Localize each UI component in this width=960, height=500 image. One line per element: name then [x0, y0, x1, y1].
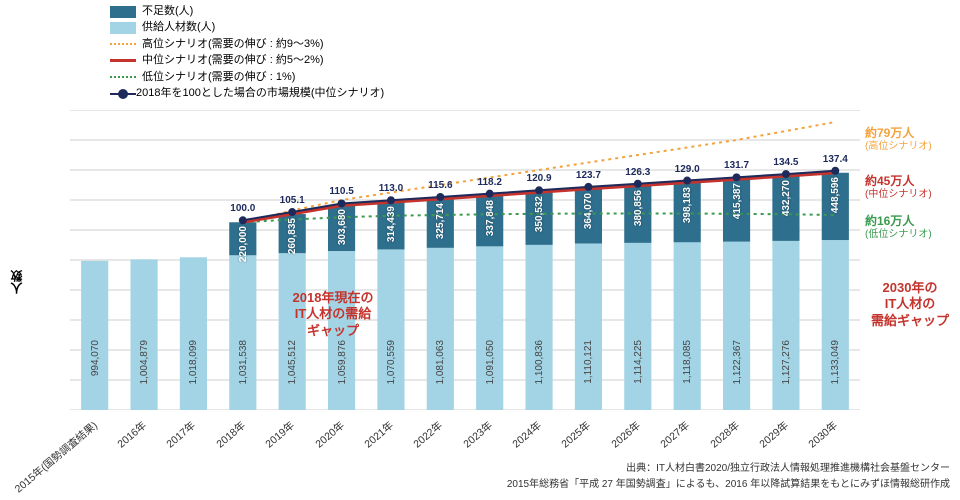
swatch-mid	[110, 59, 136, 62]
bar-supply-value: 1,018,099	[188, 340, 199, 385]
x-category-label: 2022年	[410, 418, 446, 451]
bar-supply	[624, 243, 651, 410]
bar-shortage-value: 380,856	[633, 190, 644, 226]
y-axis-label: 人数	[8, 270, 25, 294]
bar-supply	[180, 257, 207, 410]
bar-supply-value: 1,127,276	[781, 340, 792, 385]
bar-supply-value: 1,070,559	[386, 340, 397, 385]
market-index-value: 100.0	[230, 203, 255, 214]
side-label-low-sub: (低位シナリオ)	[865, 229, 932, 241]
x-category-label: 2016年	[114, 418, 150, 451]
legend-high: 高位シナリオ(需要の伸び : 約9～3%)	[142, 37, 324, 52]
swatch-shortage	[110, 6, 136, 18]
side-label-low: 約16万人 (低位シナリオ)	[865, 215, 932, 240]
bar-supply-value: 1,004,879	[139, 340, 150, 385]
market-index-value: 118.2	[477, 177, 501, 188]
legend-low: 低位シナリオ(需要の伸び : 1%)	[142, 70, 295, 85]
legend-shortage: 不足数(人)	[142, 4, 193, 19]
bar-supply-value: 1,031,538	[238, 340, 249, 385]
bar-supply-value: 1,081,063	[435, 340, 446, 385]
bar-shortage-value: 314,439	[386, 206, 397, 242]
x-category-label: 2019年	[262, 418, 298, 451]
market-index-value: 131.7	[724, 160, 749, 171]
market-index-value: 105.1	[280, 195, 305, 206]
market-index-value: 123.7	[576, 170, 601, 181]
bar-shortage-value: 448,596	[830, 177, 841, 213]
x-category-label: 2029年	[756, 418, 792, 451]
bar-supply	[130, 259, 157, 410]
bar-shortage-value: 364,070	[583, 193, 594, 229]
bar-supply-value: 1,118,085	[682, 340, 693, 384]
market-index-value: 129.0	[675, 164, 700, 175]
market-index-value: 115.6	[428, 180, 452, 191]
bar-supply	[476, 246, 503, 410]
swatch-high	[110, 43, 136, 45]
x-category-label: 2025年	[558, 418, 594, 451]
bar-supply	[525, 245, 552, 410]
side-label-high: 約79万人 (高位シナリオ)	[865, 127, 932, 152]
bar-shortage-value: 350,532	[534, 196, 545, 232]
x-category-label: 2028年	[707, 418, 743, 451]
swatch-market	[118, 89, 128, 99]
bar-supply-value: 1,091,050	[485, 340, 496, 385]
x-category-label: 2023年	[460, 418, 496, 451]
market-index-value: 120.9	[527, 173, 552, 184]
bar-shortage-value: 398,183	[682, 187, 693, 223]
legend-mid: 中位シナリオ(需要の伸び : 約5～2%)	[142, 53, 324, 68]
side-label-mid-val: 約45万人	[865, 174, 914, 188]
bar-supply-value: 1,100,836	[534, 340, 545, 385]
market-index-value: 113.0	[379, 183, 403, 194]
bar-supply	[575, 243, 602, 410]
bar-supply-value: 1,045,512	[287, 340, 298, 385]
market-index-value: 110.5	[329, 186, 353, 197]
footnote-2: 2015年総務省「平成 27 年国勢調査」によるも、2016 年以降試算結果をも…	[0, 475, 950, 490]
bar-supply	[674, 242, 701, 410]
x-category-label: 2020年	[312, 418, 348, 451]
x-category-label: 2021年	[361, 418, 397, 451]
side-label-high-sub: (高位シナリオ)	[865, 141, 932, 153]
bar-supply-value: 1,059,876	[337, 340, 348, 385]
bar-supply-value: 1,133,049	[830, 340, 841, 385]
x-category-label: 2026年	[608, 418, 644, 451]
footnote-1: 出典：IT人材白書2020/独立行政法人情報処理推進機構社会基盤センター	[0, 459, 950, 474]
bar-supply	[229, 255, 256, 410]
x-category-label: 2017年	[163, 418, 199, 451]
legend-market: 2018年を100とした場合の市場規模(中位シナリオ)	[136, 86, 384, 101]
legend: 不足数(人) 供給人材数(人) 高位シナリオ(需要の伸び : 約9～3%) 中位…	[110, 4, 384, 102]
bar-supply	[723, 242, 750, 410]
bar-shortage-value: 325,714	[435, 203, 446, 239]
bar-shortage-value: 303,680	[337, 209, 348, 245]
x-category-label: 2018年	[213, 418, 249, 451]
side-label-high-val: 約79万人	[865, 126, 914, 140]
swatch-low	[110, 76, 136, 78]
bar-shortage-value: 337,848	[485, 200, 496, 236]
bar-shortage-value: 220,000	[238, 226, 249, 262]
legend-supply: 供給人材数(人)	[142, 20, 215, 35]
side-label-mid-sub: (中位シナリオ)	[865, 189, 932, 201]
side-label-mid: 約45万人 (中位シナリオ)	[865, 175, 932, 200]
swatch-supply	[110, 22, 136, 34]
bar-supply	[427, 248, 454, 410]
annotation-2018-gap: 2018年現在のIT人材の需給ギャップ	[258, 290, 408, 339]
bar-supply	[822, 240, 849, 410]
annotation-2030-gap: 2030年のIT人材の需給ギャップ	[865, 280, 955, 329]
x-category-label: 2030年	[805, 418, 841, 451]
market-index-value: 126.3	[625, 167, 650, 178]
bar-supply	[81, 261, 108, 410]
x-category-label: 2027年	[657, 418, 693, 451]
bar-shortage-value: 415,387	[732, 183, 743, 219]
bar-shortage-value: 432,270	[781, 180, 792, 216]
side-label-low-val: 約16万人	[865, 214, 914, 228]
bar-supply-value: 994,070	[90, 340, 101, 376]
bar-supply-value: 1,110,121	[583, 340, 594, 384]
bar-supply-value: 1,122,367	[732, 340, 743, 385]
market-index-value: 137.4	[823, 154, 848, 165]
chart-container: 人数 不足数(人) 供給人材数(人) 高位シナリオ(需要の伸び : 約9～3%)…	[0, 0, 960, 500]
bar-supply-value: 1,114,225	[633, 340, 644, 384]
market-index-value: 134.5	[773, 157, 798, 168]
x-category-label: 2024年	[509, 418, 545, 451]
bar-shortage-value: 260,835	[287, 218, 298, 254]
bar-supply	[772, 241, 799, 410]
